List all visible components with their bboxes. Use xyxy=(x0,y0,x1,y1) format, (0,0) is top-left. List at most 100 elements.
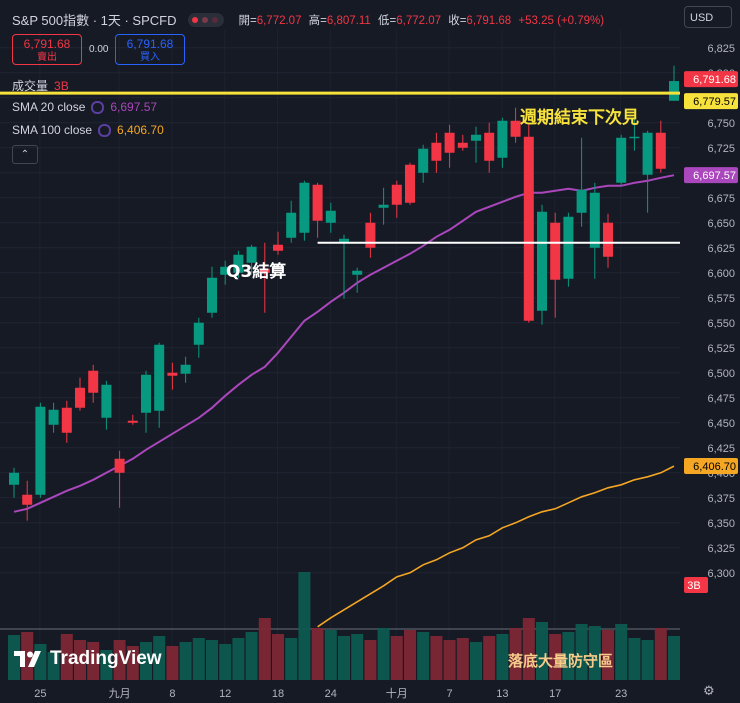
candle xyxy=(378,187,389,225)
symbol-title[interactable]: S&P 500指數 · 1天 · SPCFD xyxy=(12,13,177,28)
x-tick-label: 23 xyxy=(615,688,627,700)
candle-body xyxy=(616,137,627,183)
candle xyxy=(576,137,587,227)
candle xyxy=(88,364,99,403)
candle-body xyxy=(589,192,600,248)
x-tick-label: 18 xyxy=(272,688,284,700)
sma100-legend[interactable]: SMA 100 close 6,406.70 xyxy=(12,123,164,137)
volume-bar xyxy=(575,624,588,680)
y-tick-label: 6,450 xyxy=(707,418,735,430)
candle-body xyxy=(523,136,534,321)
volume-bar xyxy=(668,636,680,680)
candle-body xyxy=(193,322,204,345)
open-value: 6,772.07 xyxy=(256,14,302,27)
y-tick-label: 6,750 xyxy=(707,118,735,130)
y-tick-label: 6,550 xyxy=(707,318,735,330)
candle xyxy=(603,213,613,268)
candle-body xyxy=(48,409,59,425)
volume-bar xyxy=(192,638,205,680)
volume-bar xyxy=(430,636,443,680)
candle xyxy=(259,242,270,313)
volume-bar xyxy=(615,624,628,680)
y-tick-label: 6,825 xyxy=(707,43,735,55)
chevron-up-icon[interactable]: ⌃ xyxy=(12,145,38,164)
sma20-line xyxy=(13,174,675,513)
volume-bar xyxy=(126,646,139,680)
y-tick-label: 6,725 xyxy=(707,143,735,155)
logo-text: TradingView xyxy=(50,648,162,669)
price-tag-label: 6,697.57 xyxy=(693,170,736,182)
q3-annotation: Q3結算 xyxy=(226,261,286,282)
volume-bar xyxy=(338,636,350,680)
candle xyxy=(352,267,363,293)
candle xyxy=(431,132,442,173)
candle-body xyxy=(550,222,561,280)
price-tag: 6,779.57 xyxy=(684,93,738,110)
gear-icon[interactable]: ⚙ xyxy=(703,683,715,698)
currency-selector[interactable]: USD xyxy=(684,6,732,28)
volume-legend[interactable]: 成交量 3B xyxy=(12,77,69,94)
sma100-label: SMA 100 close xyxy=(12,123,93,137)
volume-bar xyxy=(390,636,403,680)
candle xyxy=(193,317,204,358)
x-tick-label: 8 xyxy=(169,688,175,700)
sma20-legend[interactable]: SMA 20 close 6,697.57 xyxy=(12,100,157,114)
y-tick-label: 6,425 xyxy=(707,443,735,455)
candle xyxy=(167,362,178,390)
volume-tag-bg xyxy=(684,577,708,593)
candle-body xyxy=(405,164,415,203)
market-status-toggle[interactable] xyxy=(188,12,225,27)
buy-button[interactable]: 6,791.68 買入 xyxy=(115,34,185,65)
volume-tag-label: 3B xyxy=(687,580,700,592)
high-value: 6,807.11 xyxy=(326,14,371,27)
volume-bar xyxy=(562,632,575,680)
sell-button[interactable]: 6,791.68 賣出 xyxy=(12,34,82,65)
volume-bar xyxy=(47,652,60,680)
candle-body xyxy=(88,370,99,393)
sma100-settings-icon[interactable] xyxy=(98,123,112,137)
candle-body xyxy=(299,182,310,233)
volume-bar xyxy=(179,642,192,680)
sma20-label: SMA 20 close xyxy=(12,100,86,114)
candle-body xyxy=(154,344,165,411)
candle xyxy=(154,342,165,428)
buy-label: 買入 xyxy=(140,52,160,63)
sma100-line xyxy=(317,465,675,628)
volume-bar xyxy=(364,640,377,680)
price-tag-bg xyxy=(684,71,738,88)
tradingview-logo[interactable]: TradingView xyxy=(14,648,162,670)
price-tag-bg xyxy=(684,458,738,475)
sell-price: 6,791.68 xyxy=(23,37,71,51)
x-tick-label: 十月 xyxy=(386,686,408,700)
volume-bar xyxy=(588,626,601,680)
volume-bar xyxy=(641,640,654,680)
volume-bar xyxy=(443,640,456,680)
candle-body xyxy=(61,407,72,433)
volume-bar xyxy=(483,636,496,680)
sma20-settings-icon[interactable] xyxy=(91,100,105,114)
candle-body xyxy=(233,254,244,273)
candle-body xyxy=(603,222,613,257)
candle xyxy=(391,180,402,218)
candle-body xyxy=(220,266,231,275)
sma20-value: 6,697.57 xyxy=(110,100,158,114)
spread-value: 0.00 xyxy=(89,44,109,55)
candle xyxy=(22,480,33,521)
candle-body xyxy=(259,268,270,273)
candle xyxy=(273,231,283,255)
volume-bar xyxy=(245,632,258,680)
horizontal-lines xyxy=(0,91,680,244)
candle xyxy=(207,266,217,318)
candle xyxy=(35,402,46,498)
candle-body xyxy=(497,120,508,158)
volume-annotation: 落底大量防守區 xyxy=(508,652,613,670)
y-tick-label: 6,575 xyxy=(707,293,735,305)
candle-body xyxy=(365,222,376,248)
volume-bar xyxy=(470,642,482,680)
sell-label: 賣出 xyxy=(37,52,57,63)
candle xyxy=(405,162,415,205)
volume-scale-tag: 3B xyxy=(684,577,708,593)
candle xyxy=(299,180,310,241)
candle-body xyxy=(273,244,283,251)
